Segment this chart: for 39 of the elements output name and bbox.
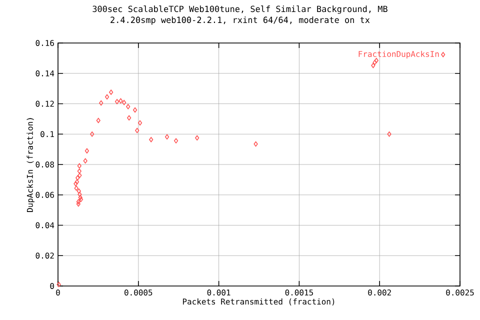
point	[138, 120, 142, 126]
point	[126, 104, 130, 110]
point	[74, 181, 78, 186]
point	[76, 201, 80, 207]
point	[371, 62, 376, 68]
point	[78, 194, 82, 200]
point	[99, 100, 104, 106]
point	[96, 118, 100, 124]
point	[78, 192, 82, 198]
point	[174, 138, 178, 144]
point	[254, 141, 258, 147]
chart-title: 300sec ScalableTCP Web100tune, Self Similar Background, MB	[92, 6, 388, 14]
point	[132, 107, 138, 113]
point	[372, 60, 377, 66]
point	[109, 90, 114, 95]
point	[90, 132, 94, 137]
point	[149, 136, 154, 142]
point	[77, 163, 82, 168]
point	[77, 168, 82, 174]
point	[122, 100, 126, 106]
point	[104, 94, 110, 100]
point	[118, 98, 123, 104]
chart-subtitle: 2.4.20smp web100-2.2.1, rxint 64/64, moderate on tx	[110, 16, 370, 25]
point	[114, 99, 120, 104]
point	[74, 186, 78, 191]
point	[74, 179, 80, 184]
point	[76, 199, 80, 204]
point	[164, 134, 170, 140]
point	[56, 282, 61, 288]
point	[78, 172, 82, 178]
point	[83, 158, 88, 164]
point	[387, 132, 392, 137]
point	[78, 196, 84, 202]
point	[195, 135, 200, 141]
point	[127, 115, 132, 120]
point	[76, 188, 81, 194]
point	[84, 148, 89, 154]
point	[135, 128, 140, 134]
point	[76, 175, 80, 180]
